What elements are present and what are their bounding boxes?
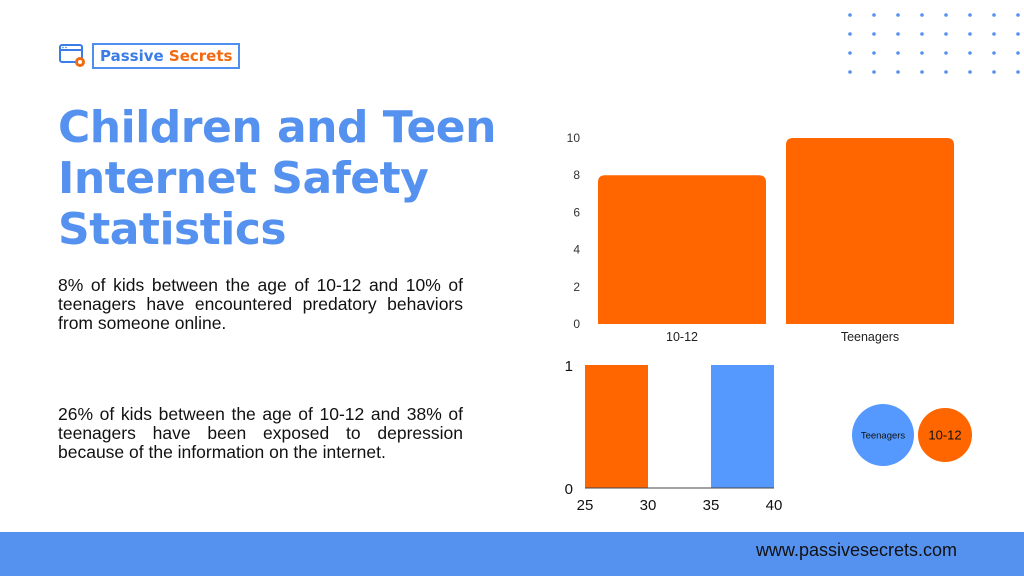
stat-paragraph-predatory: 8% of kids between the age of 10-12 and …: [58, 275, 463, 333]
decorative-dot: [872, 32, 876, 36]
chart2-ytick-label: 1: [565, 358, 573, 375]
decorative-dot: [920, 70, 924, 74]
charts-area: 0 2 4 6 8 10 10-12 Teenagers 0 1 25 30 35 40 Teenagers…: [565, 131, 972, 514]
chart2-ytick-label: 0: [565, 481, 573, 498]
decorative-dot: [992, 32, 996, 36]
decorative-dot: [992, 51, 996, 55]
chart1-xtick-label: Teenagers: [841, 330, 899, 344]
decorative-dot: [848, 70, 852, 74]
decorative-dot: [848, 13, 852, 17]
decorative-dot: [848, 51, 852, 55]
page-title: Children and Teen Internet Safety Statis…: [58, 102, 496, 255]
chart2-bar: [585, 365, 648, 488]
decorative-dot: [920, 13, 924, 17]
chart1-ytick-label: 0: [573, 317, 580, 331]
chart1-xtick-label: 10-12: [666, 330, 698, 344]
decorative-dot: [872, 13, 876, 17]
decorative-dot: [944, 13, 948, 17]
decorative-dot: [896, 70, 900, 74]
decorative-dot: [992, 13, 996, 17]
chart2-xtick-label: 35: [703, 497, 720, 514]
decorative-dot: [968, 13, 972, 17]
decorative-dot: [872, 70, 876, 74]
decorative-dot: [872, 51, 876, 55]
chart1-ytick-label: 2: [573, 280, 580, 294]
decorative-dot: [1016, 70, 1020, 74]
browser-gear-icon: [59, 44, 85, 67]
brand-name: Passive Secrets: [92, 43, 241, 69]
decorative-dot: [968, 32, 972, 36]
decorative-dot: [896, 32, 900, 36]
chart1-ytick-label: 8: [573, 168, 580, 182]
footer-bar: www.passivesecrets.com: [0, 532, 1024, 576]
decorative-dot: [920, 32, 924, 36]
brand-logo[interactable]: Passive Secrets: [58, 42, 241, 70]
decorative-dot: [968, 51, 972, 55]
chart1-bar: [598, 175, 766, 324]
decorative-dot: [920, 51, 924, 55]
stat-paragraph-depression: 26% of kids between the age of 10-12 and…: [58, 404, 463, 462]
brand-word-2: Secrets: [168, 47, 233, 65]
decorative-dot: [944, 32, 948, 36]
chart2-xtick-label: 40: [766, 497, 783, 514]
decorative-dot: [896, 51, 900, 55]
chart1-ytick-label: 4: [573, 243, 580, 257]
decorative-dot: [1016, 13, 1020, 17]
decorative-dot: [1016, 51, 1020, 55]
chart1-ytick-label: 6: [573, 205, 580, 219]
decorative-dot-grid: [848, 13, 1020, 74]
decorative-dot: [848, 32, 852, 36]
decorative-dot: [944, 51, 948, 55]
chart2-xtick-label: 30: [640, 497, 657, 514]
brand-word-1: Passive: [100, 47, 164, 65]
chart1-bar: [786, 138, 954, 324]
decorative-dot: [968, 70, 972, 74]
decorative-dot: [992, 70, 996, 74]
decorative-dot: [1016, 32, 1020, 36]
chart2-xtick-label: 25: [577, 497, 594, 514]
decorative-dot: [944, 70, 948, 74]
chart3-bubble-label: Teenagers: [861, 430, 906, 441]
chart3-bubble-label: 10-12: [928, 428, 961, 443]
chart1-ytick-label: 10: [567, 131, 581, 145]
chart3-bubble: [852, 404, 914, 466]
decorative-dot: [896, 13, 900, 17]
chart2-bar: [711, 365, 774, 488]
footer-url[interactable]: www.passivesecrets.com: [755, 540, 957, 560]
chart3-bubble: [918, 408, 972, 462]
